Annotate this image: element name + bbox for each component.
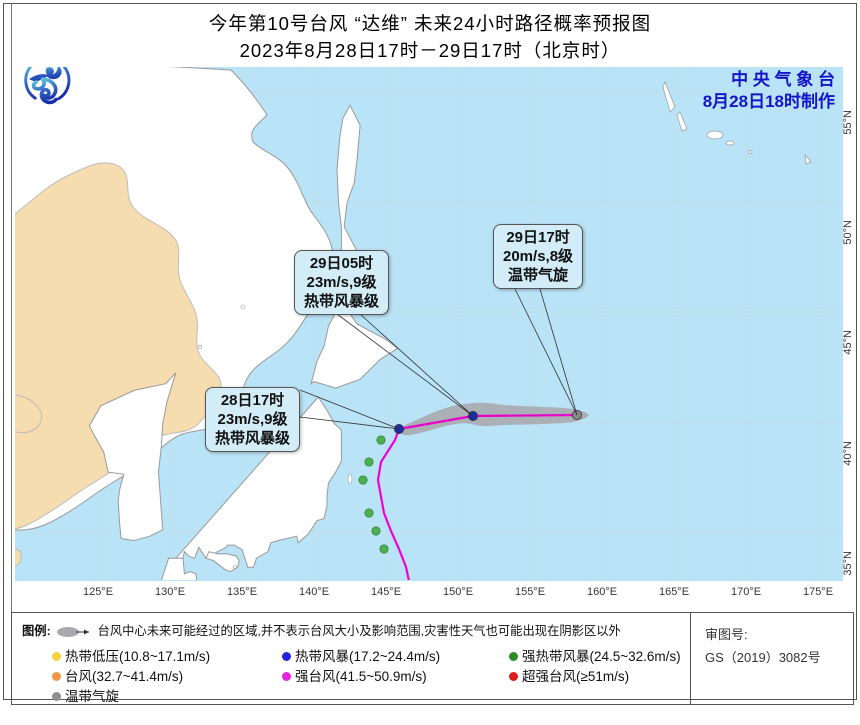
svg-text:8月28日18时制作: 8月28日18时制作: [703, 91, 835, 111]
svg-text:中 央 气 象 台: 中 央 气 象 台: [731, 69, 835, 89]
